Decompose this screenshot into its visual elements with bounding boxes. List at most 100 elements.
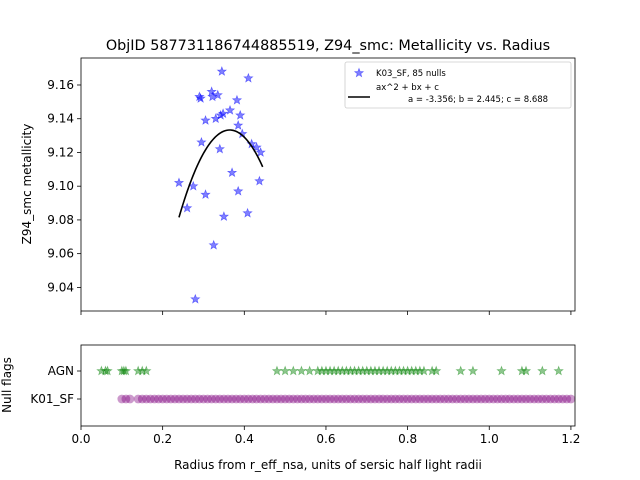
metallicity-point [232,120,244,130]
k01-sf-point [411,394,421,404]
k01-sf-point [121,394,131,404]
metallicity-point [181,202,193,213]
metallicity-point [231,94,243,105]
agn-point [349,365,360,376]
legend-star-glyph [353,67,365,78]
k01-sf-point [190,394,200,404]
k01-sf-point [533,394,543,404]
metallicity-point [218,211,230,221]
k01-sf-point [207,394,217,404]
agn-point [377,365,389,376]
fit-curve [178,129,264,218]
agn-point [296,365,307,376]
k01-sf-point [219,394,229,404]
agn-point [418,365,430,376]
k01-sf-point [301,394,310,404]
k01-sf-point [125,394,135,404]
k01-sf-point [272,394,282,404]
k01-sf-point [150,394,159,404]
null-flags-category-label: K01_SF [30,392,74,406]
k01-sf-point [305,394,315,404]
agn-point [402,365,413,376]
k01-sf-point [480,394,490,404]
metallicity-y-tick-label: 9.12 [47,145,74,159]
k01-sf-point [456,394,466,404]
metallicity-point [200,189,211,200]
agn-point [271,365,283,376]
x-tick-label: 1.0 [480,432,499,446]
k01-sf-point [256,394,266,404]
metallicity-point [242,207,253,218]
k01-sf-point [509,394,519,404]
metallicity-point [255,146,266,157]
agn-point [333,365,344,376]
k01-sf-point [476,394,486,404]
k01-sf-point [472,394,482,404]
k01-sf-point [497,394,506,404]
metallicity-point [212,89,223,100]
agn-point [390,365,401,376]
k01-sf-point [513,394,523,404]
metallicity-axes-frame [80,57,576,312]
k01-sf-point [146,394,155,404]
agn-point [279,365,291,376]
metallicity-point [235,109,246,120]
k01-sf-point [521,394,531,404]
null-flags-y-axis-label: Null flags [0,357,14,413]
agn-point [414,365,426,376]
k01-sf-point [215,394,225,404]
legend: K03_SF, 85 nulls ax^2 + bx + c a = -3.35… [344,61,572,109]
k01-sf-point [174,394,184,404]
k01-sf-point [268,394,278,404]
k01-sf-point [325,394,335,404]
k01-sf-point [554,394,564,404]
agn-point [353,365,364,376]
k01-sf-point [525,394,535,404]
legend-star-marker [353,67,365,78]
k01-sf-point [537,394,547,404]
k01-sf-point [162,394,172,404]
agn-point [365,365,377,376]
metallicity-point [190,293,201,304]
null-flags-axes-frame [80,344,576,427]
metallicity-point [214,143,225,154]
k01-sf-point [284,394,294,404]
k01-sf-point [309,394,319,404]
agn-point [120,365,132,376]
k01-sf-point [452,394,462,404]
k01-sf-point [154,394,163,404]
k01-sf-point [448,394,457,404]
k01-sf-point [546,394,555,404]
k01-sf-point [505,394,515,404]
k01-sf-point [399,394,408,404]
agn-point [116,365,128,376]
k01-sf-point [378,394,388,404]
k01-sf-point [231,394,241,404]
x-tick-label: 0.6 [316,432,335,446]
k01-sf-point [170,394,180,404]
k01-sf-point [194,394,204,404]
agn-point [537,365,548,376]
k01-sf-point [341,394,351,404]
null-flags-y-axis: K01_SF AGN [30,364,81,406]
k01-sf-point [178,394,188,404]
agn-point [288,365,299,376]
k01-sf-point [223,394,233,404]
k01-sf-point [550,394,559,404]
metallicity-y-tick-label: 9.06 [47,247,74,261]
k01-sf-point [211,394,221,404]
k01-sf-point [386,394,396,404]
k01-sf-point [276,394,286,404]
k01-sf-point [484,394,494,404]
k01-sf-point [260,394,270,404]
metallicity-point [216,66,228,76]
k01-sf-point [321,394,331,404]
agn-point [96,365,107,376]
k01-sf-point [382,394,392,404]
x-tick-label: 1.2 [561,432,580,446]
agn-point [141,365,152,376]
legend-scatter-label: K03_SF, 85 nulls [376,69,446,79]
agn-point [357,365,368,376]
agn-point [410,365,421,376]
metallicity-point [224,104,236,115]
